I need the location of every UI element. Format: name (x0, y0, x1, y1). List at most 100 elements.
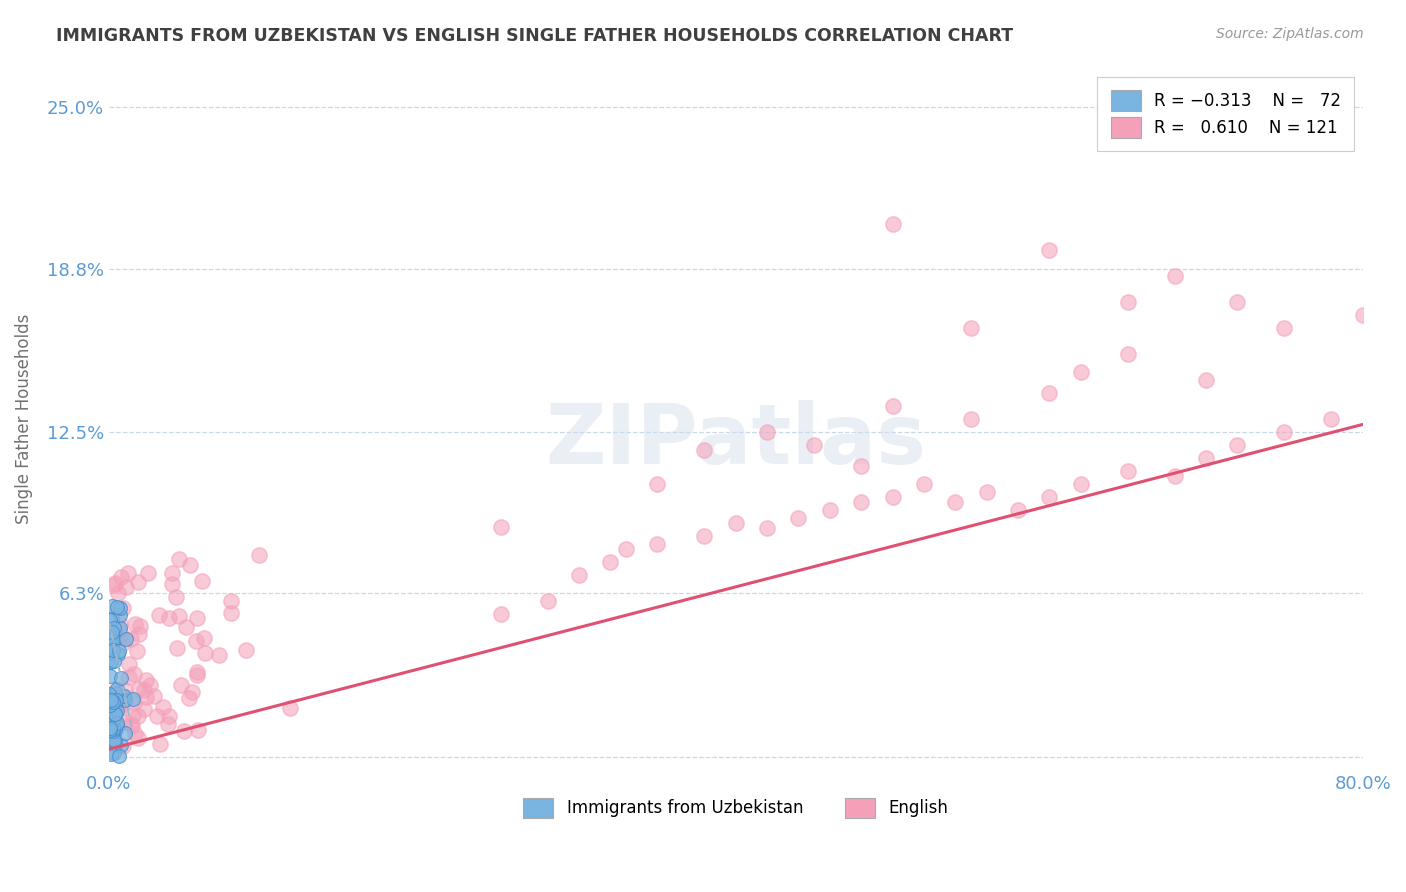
Point (108, 607, 131, 622)
Point (1163, 269, 1185, 284)
Point (114, 692, 136, 706)
Point (105, 682, 128, 697)
Point (145, 709, 167, 723)
Point (960, 321, 983, 335)
Point (135, 673, 157, 688)
Point (599, 555, 621, 569)
Point (124, 616, 146, 631)
Point (104, 731, 127, 746)
Point (1320, 131, 1343, 145)
Point (101, 721, 124, 735)
Point (114, 682, 136, 697)
Point (103, 723, 125, 738)
Point (149, 737, 172, 751)
Point (103, 733, 125, 747)
Point (100, 747, 122, 761)
Point (107, 748, 129, 763)
Point (208, 648, 231, 662)
Point (110, 627, 132, 641)
Point (187, 723, 209, 737)
Point (98, 712, 121, 726)
Point (247, 548, 270, 562)
Point (104, 723, 127, 738)
Point (100, 693, 122, 707)
Point (179, 558, 201, 572)
Point (105, 715, 128, 730)
Point (98, 688, 121, 702)
Point (105, 620, 128, 634)
Point (170, 678, 193, 692)
Point (100, 723, 122, 737)
Point (101, 599, 124, 613)
Point (101, 721, 124, 735)
Point (104, 698, 127, 713)
Point (105, 632, 128, 646)
Point (120, 717, 142, 731)
Point (166, 640, 188, 655)
Point (1320, 412, 1343, 426)
Text: ZIPatlas: ZIPatlas (546, 400, 927, 481)
Point (849, 495, 872, 509)
Point (943, 495, 966, 509)
Point (1038, 244, 1060, 258)
Point (647, 537, 669, 551)
Point (100, 723, 122, 738)
Point (103, 711, 125, 725)
Point (98, 721, 121, 735)
Point (101, 633, 124, 648)
Point (132, 702, 155, 716)
Point (165, 590, 187, 604)
Point (104, 706, 127, 721)
Point (107, 648, 129, 662)
Point (181, 685, 204, 699)
Point (1195, 451, 1218, 466)
Point (134, 682, 156, 697)
Point (122, 692, 145, 706)
Point (1272, 321, 1295, 335)
Point (110, 696, 132, 710)
Point (98, 639, 121, 653)
Point (127, 575, 149, 590)
Point (110, 569, 132, 583)
Point (148, 607, 170, 622)
Point (108, 644, 131, 658)
Point (136, 566, 159, 580)
Point (1195, 373, 1218, 387)
Legend: Immigrants from Uzbekistan, English: Immigrants from Uzbekistan, English (517, 791, 955, 825)
Point (756, 425, 779, 440)
Point (157, 611, 180, 625)
Point (1116, 464, 1139, 478)
Point (101, 635, 124, 649)
Point (127, 709, 149, 723)
Point (724, 516, 747, 531)
Point (173, 723, 195, 738)
Point (882, 218, 904, 232)
Point (1038, 490, 1060, 504)
Point (110, 698, 132, 713)
Point (101, 639, 124, 653)
Point (1226, 295, 1249, 310)
Point (110, 671, 132, 685)
Point (1272, 425, 1295, 440)
Point (101, 733, 124, 747)
Point (127, 731, 149, 745)
Point (105, 686, 128, 700)
Point (568, 568, 591, 582)
Point (105, 599, 128, 614)
Point (160, 577, 183, 591)
Point (882, 399, 904, 413)
Point (98, 698, 121, 712)
Point (104, 706, 127, 721)
Point (614, 542, 637, 557)
Point (120, 632, 142, 646)
Point (960, 412, 983, 426)
Text: Source: ZipAtlas.com: Source: ZipAtlas.com (1216, 27, 1364, 41)
Point (167, 608, 190, 623)
Point (98, 623, 121, 637)
Point (100, 655, 122, 669)
Point (101, 633, 124, 648)
Point (100, 699, 122, 714)
Point (235, 642, 257, 657)
Point (1351, 309, 1374, 323)
Point (101, 643, 124, 657)
